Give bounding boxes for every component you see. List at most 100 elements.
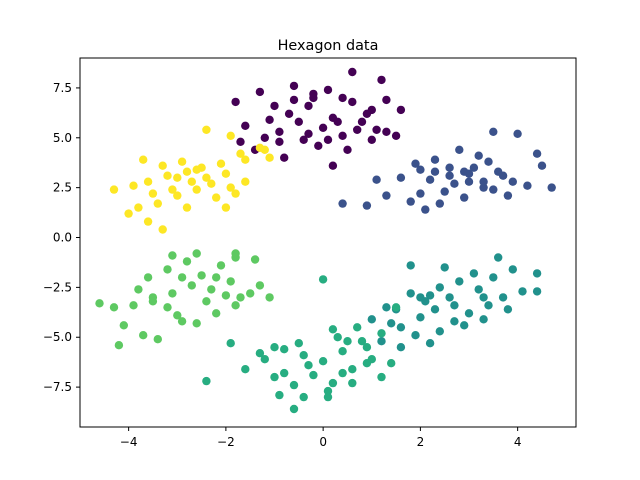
- data-point: [182, 167, 192, 176]
- data-point: [362, 201, 372, 210]
- data-point: [377, 337, 386, 346]
- data-point: [168, 185, 177, 194]
- y-tick-label: 5.0: [53, 131, 72, 145]
- data-point: [255, 87, 265, 97]
- data-point: [187, 281, 196, 290]
- data-point: [391, 131, 401, 140]
- y-tick-label: −2.5: [43, 280, 72, 294]
- data-point: [464, 177, 474, 186]
- data-point: [241, 365, 250, 374]
- data-point: [372, 125, 381, 134]
- plot-frame: [79, 57, 577, 428]
- data-point: [328, 378, 338, 388]
- data-point: [129, 181, 138, 190]
- data-point: [382, 191, 391, 200]
- data-point: [294, 117, 303, 127]
- data-point: [148, 293, 158, 302]
- data-point: [440, 263, 449, 272]
- data-point: [532, 287, 542, 296]
- data-point: [241, 177, 250, 186]
- data-point: [265, 153, 274, 162]
- x-axis: −4 −2 0 2 4: [120, 427, 522, 449]
- data-point: [396, 323, 406, 332]
- data-point: [503, 305, 513, 314]
- data-point: [221, 291, 231, 300]
- data-point: [338, 93, 347, 103]
- data-point: [309, 93, 318, 103]
- data-point: [469, 163, 479, 172]
- data-point: [212, 273, 221, 282]
- data-point: [168, 289, 177, 298]
- data-point: [153, 199, 162, 208]
- data-point: [304, 129, 313, 138]
- data-point: [124, 209, 133, 218]
- data-point: [280, 345, 289, 354]
- data-point: [314, 141, 323, 150]
- data-point: [134, 285, 143, 294]
- data-point: [494, 253, 503, 262]
- data-point: [255, 143, 265, 152]
- data-point: [231, 249, 240, 258]
- data-point: [396, 343, 406, 352]
- data-point: [304, 361, 313, 370]
- data-point: [377, 329, 386, 338]
- data-point: [382, 95, 391, 105]
- data-point: [537, 161, 547, 170]
- data-point: [202, 376, 211, 386]
- data-point: [445, 171, 454, 180]
- data-point: [289, 404, 299, 414]
- data-point: [182, 203, 192, 212]
- data-point: [338, 368, 347, 378]
- data-point: [216, 261, 226, 270]
- data-point: [255, 281, 265, 290]
- data-point: [498, 293, 508, 302]
- data-point: [177, 273, 187, 282]
- data-point: [484, 157, 493, 166]
- data-point: [158, 161, 167, 170]
- data-point: [260, 355, 269, 364]
- data-point: [416, 313, 425, 322]
- data-point: [489, 185, 498, 194]
- data-point: [450, 301, 459, 310]
- x-tick-label: 4: [514, 435, 522, 449]
- y-tick-label: 2.5: [53, 181, 72, 195]
- data-point: [318, 357, 328, 366]
- data-point: [236, 293, 245, 302]
- data-point: [270, 101, 279, 111]
- data-point: [382, 127, 391, 136]
- data-point: [275, 137, 284, 146]
- data-point: [445, 163, 454, 172]
- data-point: [241, 155, 250, 164]
- data-point: [226, 277, 235, 286]
- data-point: [226, 131, 235, 140]
- data-point: [494, 167, 503, 176]
- data-point: [406, 289, 415, 298]
- data-point: [367, 315, 376, 324]
- data-point: [328, 161, 338, 170]
- data-point: [450, 317, 459, 326]
- data-point: [416, 293, 425, 302]
- data-point: [280, 153, 289, 162]
- data-point: [343, 145, 352, 154]
- data-point: [391, 303, 401, 312]
- data-point: [241, 121, 250, 130]
- data-point: [231, 189, 240, 198]
- data-point: [255, 349, 265, 358]
- data-point: [231, 97, 240, 107]
- data-point: [192, 319, 201, 328]
- data-point: [353, 125, 362, 134]
- data-point: [163, 265, 172, 274]
- y-tick-label: −5.0: [43, 330, 72, 344]
- data-point: [207, 285, 216, 294]
- data-point: [95, 299, 104, 308]
- data-point: [109, 185, 119, 194]
- data-point: [547, 183, 556, 192]
- data-point: [270, 372, 279, 382]
- data-point: [532, 269, 542, 278]
- x-tick-label: −2: [217, 435, 235, 449]
- data-point: [270, 343, 279, 352]
- data-point: [372, 175, 381, 184]
- data-point: [143, 177, 153, 186]
- data-point: [430, 167, 440, 176]
- data-point: [323, 392, 333, 402]
